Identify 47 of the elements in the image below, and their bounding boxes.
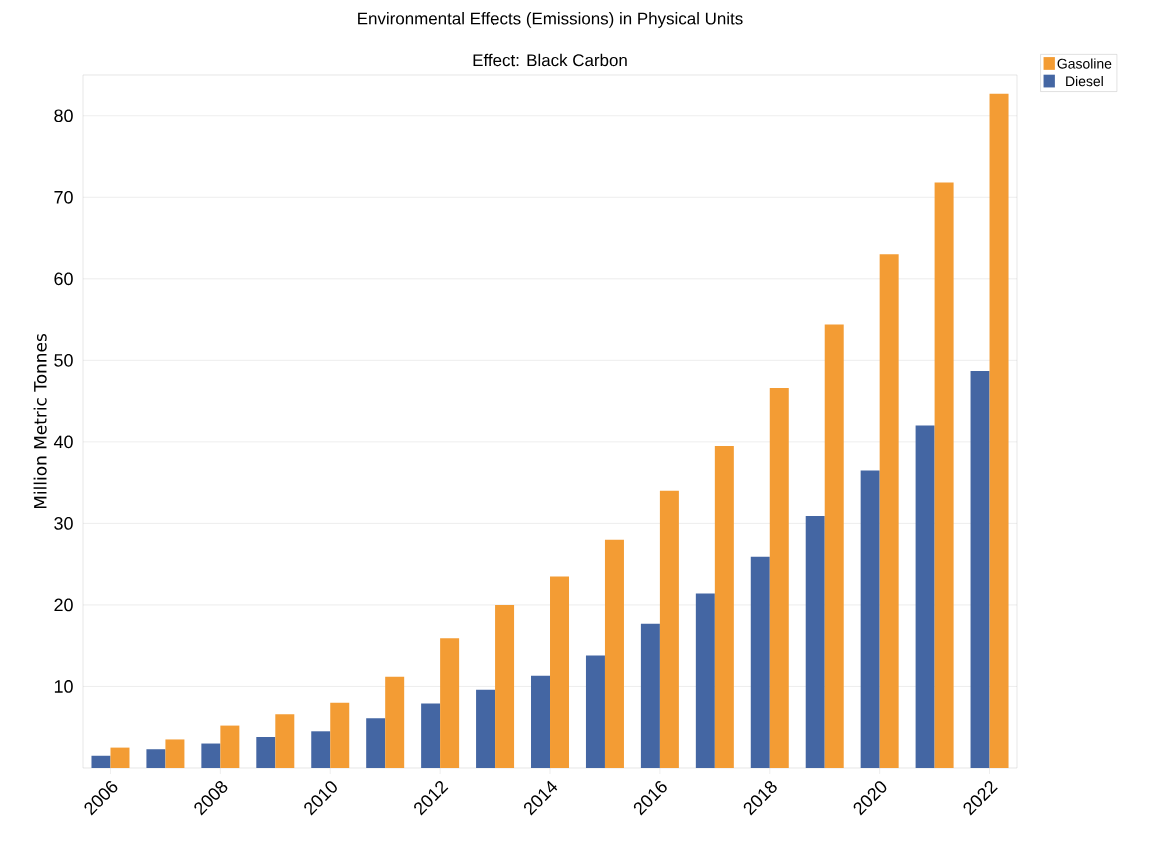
bar (330, 702, 350, 768)
y-tick-label: 50 (54, 353, 73, 367)
bar (934, 182, 954, 768)
bar (531, 675, 551, 768)
bar (146, 749, 166, 768)
bar (550, 576, 570, 768)
bar (915, 425, 935, 768)
bar (440, 638, 460, 768)
bar (769, 388, 789, 768)
bar (476, 689, 496, 768)
bar (860, 470, 880, 768)
bar (256, 737, 276, 768)
bar (201, 743, 221, 768)
legend-label: Diesel (1066, 75, 1103, 87)
legend-label: Gasoline (1057, 58, 1112, 69)
bar (989, 93, 1009, 768)
y-tick-label: 20 (54, 598, 73, 612)
bar (750, 556, 770, 768)
y-tick-label: 30 (54, 517, 73, 530)
bar (695, 593, 715, 768)
y-tick-label: 10 (54, 680, 73, 693)
bar (824, 324, 844, 768)
bar (879, 254, 899, 768)
y-tick-label: 40 (53, 435, 73, 449)
bar (165, 739, 185, 768)
bar (275, 714, 295, 768)
y-axis-title: Million Metric Tonnes (33, 334, 47, 509)
y-tick-label: 70 (54, 190, 73, 204)
bar (220, 725, 240, 768)
y-tick-label: 60 (54, 272, 73, 286)
bar (714, 445, 734, 768)
bar (604, 539, 624, 768)
bar (385, 676, 405, 768)
bar (659, 490, 679, 768)
bar (640, 623, 660, 768)
bar (421, 703, 441, 768)
bar (585, 655, 605, 768)
bar (805, 516, 825, 768)
y-tick-label: 80 (54, 109, 73, 123)
bar (311, 731, 331, 768)
chart-title: Environmental Effects (Emissions) in Physical Units (358, 12, 743, 28)
bar (110, 747, 130, 768)
chart-subtitle: Effect: Black Carbon (473, 53, 627, 67)
bar (970, 370, 990, 768)
bar (495, 604, 515, 768)
bar (366, 718, 386, 768)
bar (91, 755, 111, 768)
